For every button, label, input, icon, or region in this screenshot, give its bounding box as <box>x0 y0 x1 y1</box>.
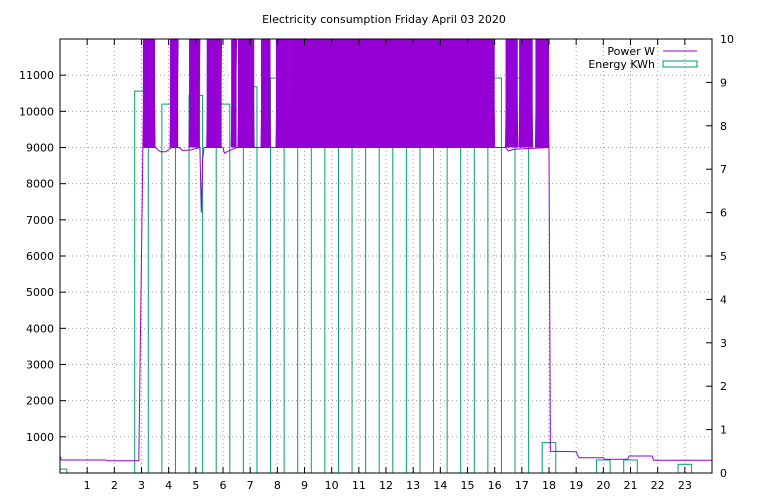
y2-tick-label: 10 <box>720 33 734 46</box>
x-tick-label: 20 <box>596 479 610 492</box>
x-tick-label: 3 <box>138 479 145 492</box>
y2-tick-label: 2 <box>720 380 727 393</box>
power-cycling-trace <box>206 38 223 148</box>
x-tick-label: 17 <box>515 479 529 492</box>
y-tick-label: 11000 <box>19 69 54 82</box>
power-line <box>59 146 712 462</box>
y-tick-label: 10000 <box>19 105 54 118</box>
x-tick-label: 21 <box>624 479 638 492</box>
power-cycling-trace <box>505 38 519 148</box>
power-cycling-band <box>261 39 271 148</box>
x-tick-label: 6 <box>220 479 227 492</box>
x-tick-label: 22 <box>651 479 665 492</box>
y-tick-label: 4000 <box>26 322 54 335</box>
x-tick-label: 19 <box>569 479 583 492</box>
y-tick-label: 8000 <box>26 178 54 191</box>
x-tick-label: 5 <box>192 479 199 492</box>
x-tick-label: 12 <box>379 479 393 492</box>
power-cycling-trace <box>188 38 201 148</box>
y2-tick-label: 4 <box>720 293 727 306</box>
legend-swatch-energy <box>662 60 698 68</box>
x-tick-label: 14 <box>433 479 447 492</box>
y-tick-label: 9000 <box>26 142 54 155</box>
legend-label-power: Power W <box>607 45 655 58</box>
x-tick-label: 1 <box>84 479 91 492</box>
y-tick-label: 6000 <box>26 250 54 263</box>
x-tick-label: 10 <box>325 479 339 492</box>
x-tick-label: 18 <box>542 479 556 492</box>
y2-tick-label: 7 <box>720 163 727 176</box>
x-tick-label: 11 <box>352 479 366 492</box>
y-tick-label: 2000 <box>26 395 54 408</box>
axis-ticks: 1 2 3 4 5 6 7 8 9 10 11 12 13 14 15 16 17 18 19 20 21 22 23100… <box>19 33 734 492</box>
y2-tick-label: 6 <box>720 207 727 220</box>
y-tick-label: 3000 <box>26 359 54 372</box>
y2-tick-label: 9 <box>720 76 727 89</box>
legend: Power W Energy KWh <box>588 45 698 71</box>
x-tick-label: 4 <box>165 479 172 492</box>
y2-tick-label: 1 <box>720 424 727 437</box>
chart-title: Electricity consumption Friday April 03 … <box>262 13 506 26</box>
x-tick-label: 13 <box>406 479 420 492</box>
power-cycling-trace <box>169 38 179 148</box>
x-tick-label: 23 <box>678 479 692 492</box>
x-tick-label: 9 <box>301 479 308 492</box>
y2-tick-label: 0 <box>720 467 727 480</box>
x-tick-label: 16 <box>488 479 502 492</box>
y2-tick-label: 8 <box>720 120 727 133</box>
y-tick-label: 5000 <box>26 286 54 299</box>
y-tick-label: 1000 <box>26 431 54 444</box>
x-tick-label: 8 <box>274 479 281 492</box>
x-tick-label: 7 <box>247 479 254 492</box>
y-tick-label: 7000 <box>26 214 54 227</box>
x-tick-label: 2 <box>111 479 118 492</box>
power-cycling-trace <box>518 38 534 148</box>
x-tick-label: 15 <box>461 479 475 492</box>
energy-bar <box>188 94 204 474</box>
y2-tick-label: 5 <box>720 250 727 263</box>
power-series <box>59 38 712 462</box>
power-cycling-trace <box>230 38 238 148</box>
y2-tick-label: 3 <box>720 337 727 350</box>
legend-label-energy: Energy KWh <box>588 58 655 71</box>
energy-bar <box>59 468 68 474</box>
